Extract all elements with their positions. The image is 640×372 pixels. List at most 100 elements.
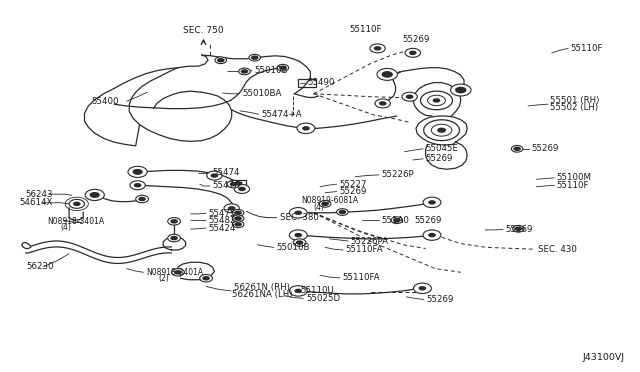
Circle shape [234, 222, 242, 227]
Circle shape [136, 195, 148, 203]
Text: 55110F: 55110F [571, 44, 604, 53]
Text: 55424: 55424 [208, 224, 236, 232]
Circle shape [241, 69, 248, 74]
Circle shape [428, 200, 436, 205]
Text: 55110F: 55110F [557, 181, 589, 190]
Text: 55025D: 55025D [306, 294, 340, 303]
Circle shape [279, 65, 287, 70]
Text: 55400: 55400 [91, 97, 118, 106]
Circle shape [293, 239, 306, 246]
Circle shape [170, 219, 178, 224]
Text: 55110FA: 55110FA [346, 246, 383, 254]
Circle shape [297, 123, 315, 134]
Circle shape [294, 233, 302, 237]
Circle shape [302, 126, 310, 131]
Circle shape [393, 218, 401, 222]
Circle shape [339, 210, 346, 214]
Circle shape [381, 71, 393, 78]
Circle shape [227, 180, 240, 188]
Circle shape [375, 99, 390, 108]
Circle shape [433, 98, 440, 103]
Circle shape [211, 173, 218, 178]
Circle shape [294, 289, 302, 293]
Circle shape [228, 206, 236, 211]
Circle shape [424, 120, 460, 141]
Circle shape [431, 124, 452, 136]
Circle shape [513, 225, 524, 232]
Circle shape [391, 217, 403, 224]
Circle shape [294, 211, 302, 215]
Text: 55269: 55269 [426, 295, 454, 304]
Circle shape [321, 202, 329, 206]
Text: 55269: 55269 [415, 216, 442, 225]
Circle shape [451, 84, 471, 96]
Text: 54614X: 54614X [19, 198, 52, 207]
Text: N08919-6081A: N08919-6081A [301, 196, 358, 205]
Text: 55269: 55269 [403, 35, 429, 44]
Circle shape [406, 94, 413, 99]
Circle shape [428, 95, 445, 106]
Text: 55501 (RH): 55501 (RH) [550, 96, 600, 105]
Circle shape [277, 64, 289, 71]
Circle shape [239, 68, 250, 75]
Circle shape [515, 227, 522, 231]
Circle shape [168, 218, 180, 225]
Circle shape [238, 187, 246, 191]
Circle shape [200, 275, 212, 282]
Circle shape [235, 181, 243, 186]
Text: 56230: 56230 [27, 262, 54, 271]
Circle shape [128, 166, 147, 177]
Text: 55502 (LH): 55502 (LH) [550, 103, 598, 112]
Text: 55110U: 55110U [301, 286, 335, 295]
Text: 56261NA (LH): 56261NA (LH) [232, 290, 292, 299]
Text: 56243: 56243 [26, 190, 53, 199]
Text: 55226P: 55226P [381, 170, 414, 179]
Circle shape [370, 44, 385, 53]
Text: SEC. 380: SEC. 380 [280, 213, 319, 222]
Circle shape [437, 128, 446, 133]
Text: SEC. 750: SEC. 750 [183, 26, 224, 35]
Text: 55476: 55476 [212, 182, 240, 190]
Circle shape [202, 276, 210, 280]
Text: 551A0: 551A0 [381, 216, 410, 225]
Text: 55045E: 55045E [426, 144, 459, 153]
Circle shape [234, 185, 250, 193]
Circle shape [207, 171, 222, 180]
Circle shape [170, 236, 178, 240]
FancyBboxPatch shape [232, 180, 246, 187]
Circle shape [234, 211, 242, 215]
Text: 55227: 55227 [339, 180, 367, 189]
FancyBboxPatch shape [298, 79, 316, 87]
Circle shape [69, 199, 84, 208]
Text: 55226PA: 55226PA [351, 237, 388, 246]
Circle shape [132, 169, 143, 175]
Circle shape [402, 92, 417, 101]
Circle shape [405, 48, 420, 57]
Circle shape [289, 230, 307, 240]
Text: 55269: 55269 [531, 144, 559, 153]
Text: 56261N (RH): 56261N (RH) [234, 283, 289, 292]
Circle shape [296, 240, 303, 245]
Circle shape [511, 145, 523, 152]
Circle shape [174, 270, 182, 275]
Circle shape [289, 286, 307, 296]
Text: 55490: 55490 [307, 78, 335, 87]
Circle shape [337, 209, 348, 215]
Circle shape [420, 91, 452, 110]
Circle shape [289, 208, 307, 218]
Text: N08918-3401A: N08918-3401A [146, 268, 203, 277]
Circle shape [224, 204, 239, 213]
Circle shape [168, 234, 180, 242]
Text: 55269: 55269 [339, 187, 367, 196]
Text: 55100M: 55100M [557, 173, 592, 182]
Circle shape [232, 215, 244, 222]
Text: (2): (2) [159, 275, 170, 283]
Circle shape [428, 233, 436, 237]
Circle shape [232, 209, 244, 216]
Text: J43100VJ: J43100VJ [582, 353, 625, 362]
Circle shape [455, 87, 467, 93]
Circle shape [377, 68, 397, 80]
Circle shape [423, 230, 441, 240]
Circle shape [251, 55, 259, 60]
Circle shape [249, 54, 260, 61]
